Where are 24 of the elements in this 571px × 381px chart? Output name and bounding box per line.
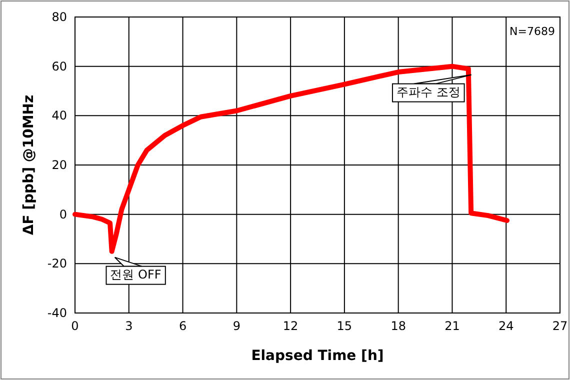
y-tick-label: -20 bbox=[47, 256, 67, 271]
callout: 전원 OFF bbox=[106, 256, 166, 285]
x-tick-label: 18 bbox=[390, 319, 406, 333]
x-tick-label: 15 bbox=[336, 319, 352, 333]
y-tick-label: -40 bbox=[47, 306, 67, 320]
annotation: 전원 OFF bbox=[110, 267, 162, 282]
x-tick-label: 6 bbox=[178, 319, 187, 333]
y-tick-label: 0 bbox=[59, 207, 67, 222]
y-tick-label: 20 bbox=[52, 158, 67, 172]
x-axis-title: Elapsed Time [h] bbox=[251, 348, 384, 364]
x-tick-label: 3 bbox=[125, 319, 133, 333]
x-tick-label: 21 bbox=[444, 319, 460, 333]
y-tick-label: 40 bbox=[52, 108, 67, 123]
annotation: 주파수 조정 bbox=[396, 84, 460, 99]
annotation: N=7689 bbox=[510, 25, 555, 38]
y-tick-label: 60 bbox=[52, 59, 67, 74]
y-tick-label: 80 bbox=[52, 10, 67, 24]
y-axis-title: ΔF [ppb] @10MHz bbox=[21, 94, 37, 236]
x-tick-label: 24 bbox=[498, 319, 514, 333]
x-tick-label: 9 bbox=[232, 319, 240, 333]
x-tick-label: 0 bbox=[71, 319, 79, 333]
x-tick-label: 12 bbox=[282, 319, 298, 333]
x-tick-label: 27 bbox=[552, 319, 568, 333]
callout: 주파수 조정 bbox=[392, 74, 472, 102]
